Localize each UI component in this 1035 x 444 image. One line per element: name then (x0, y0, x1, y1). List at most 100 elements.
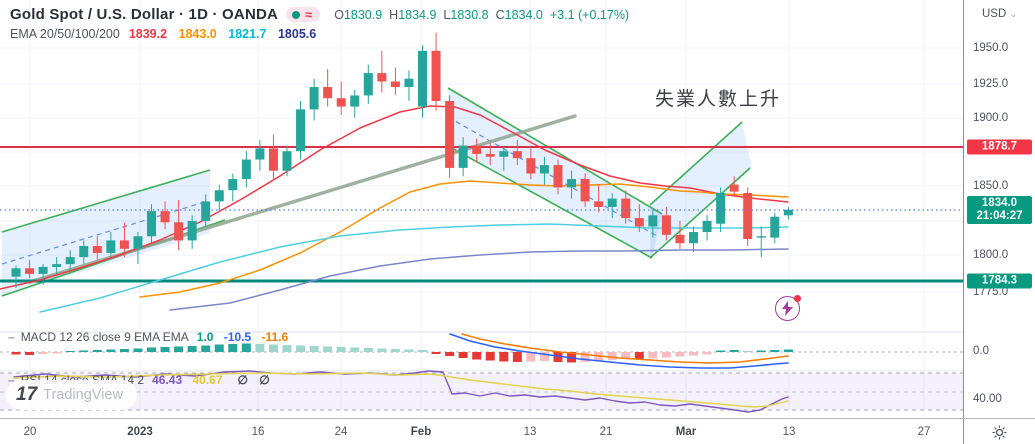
candle-body (106, 240, 116, 253)
macd-histogram-bar (418, 350, 427, 352)
signal-line (461, 333, 789, 364)
candle-body (296, 109, 306, 152)
time-tick: Feb (410, 425, 432, 438)
candle-body (675, 234, 685, 244)
currency-selector[interactable]: USD ⌄ (964, 8, 1035, 20)
tradingview-logo-icon: 17 (16, 384, 38, 405)
ema-value: 1843.0 (178, 27, 221, 41)
tradingview-watermark: 17 TradingView (6, 380, 137, 410)
macd-histogram-bar (404, 349, 414, 352)
ohlc-pair: O1830.9 (334, 8, 382, 22)
candle-body (377, 73, 387, 82)
macd-value: -10.5 (223, 330, 255, 344)
macd-histogram-bar (38, 352, 48, 354)
ohlc-value: 1834.9 (398, 7, 437, 22)
text-annotation[interactable]: 失業人數上升 (655, 89, 782, 110)
time-tick: 16 (251, 425, 265, 438)
macd-indicator-row[interactable]: – MACD 12 26 close 9 EMA EMA 1.0 -10.5 -… (8, 330, 295, 344)
rsi-values: 46.43 40.67 (152, 373, 229, 387)
channel-line (447, 87, 663, 215)
macd-histogram-bar (309, 346, 319, 352)
macd-histogram-bar (296, 345, 306, 352)
ohlc-value: 1834.0 (504, 7, 543, 22)
lightning-icon (782, 301, 793, 316)
candle-body (201, 201, 211, 221)
macd-histogram-bar (147, 347, 156, 352)
ema-label: EMA 20/50/100/200 (10, 27, 120, 41)
price-badge: 1834.0 21:04:27 (967, 196, 1032, 224)
ohlc-pair: C1834.0 (496, 8, 543, 22)
price-tick: 1775.0 (973, 286, 1009, 298)
macd-histogram-bar (282, 345, 292, 352)
candle-body (445, 100, 455, 168)
macd-histogram-bar (65, 351, 75, 352)
collapse-icon[interactable]: – (8, 330, 15, 344)
time-tick: 2023 (127, 425, 153, 438)
ema-value: 1805.6 (277, 27, 317, 41)
symbol-title[interactable]: Gold Spot / U.S. Dollar · 1D · OANDA (10, 6, 279, 23)
delayed-data-icon: ≈ (305, 7, 313, 22)
candle-body (336, 98, 346, 107)
candle-body (214, 190, 224, 202)
macd-histogram-bar (241, 343, 251, 352)
candle-body (648, 215, 658, 227)
channel-line (649, 121, 743, 206)
currency-label: USD (981, 8, 1007, 20)
time-tick: Mar (675, 425, 697, 438)
macd-histogram-bar (363, 348, 373, 352)
candle-body (621, 198, 631, 219)
flash-alert-button[interactable] (775, 295, 801, 321)
macd-histogram-bar (390, 349, 400, 352)
macd-values: 1.0 -10.5 -11.6 (197, 330, 295, 344)
macd-histogram-bar (634, 352, 644, 360)
price-badge: 1878.7 (967, 139, 1032, 155)
macd-histogram-bar (702, 352, 712, 355)
macd-histogram-bar (661, 352, 671, 358)
candle-body (729, 184, 739, 192)
candle-body (716, 193, 726, 224)
macd-histogram-bar (187, 346, 197, 352)
macd-histogram-bar (512, 352, 522, 362)
macd-histogram-bar (729, 350, 739, 352)
candle-body (11, 268, 21, 277)
macd-histogram-bar (689, 352, 698, 356)
candle-body (594, 201, 604, 207)
macd-histogram-bar (79, 350, 89, 352)
time-tick: 27 (917, 425, 931, 438)
candle-body (38, 266, 48, 274)
macd-histogram-bar (350, 347, 360, 352)
macd-histogram-bar (472, 352, 482, 360)
candle-body (539, 165, 549, 174)
gear-icon[interactable] (992, 425, 1007, 440)
ema-indicator-row[interactable]: EMA 20/50/100/200 1839.2 1843.0 1821.7 1… (10, 27, 324, 41)
price-axis[interactable]: USD ⌄ 1950.0 1925.0 1900.0 1850.0 1800.0 1775… (963, 0, 1035, 418)
collapse-icon[interactable]: – (8, 373, 15, 387)
candle-body (499, 151, 509, 157)
ohlc-letter: L (443, 7, 451, 22)
axis-settings-corner[interactable] (963, 419, 1035, 444)
macd-histogram-bar (174, 346, 184, 352)
market-status-pill[interactable]: ≈ (286, 7, 321, 22)
candle-body (634, 218, 644, 227)
price-tick: 0.0 (973, 345, 989, 357)
ohlc-pair: H1834.9 (389, 8, 436, 22)
ema-values: 1839.2 1843.0 1821.7 1805.6 (129, 27, 324, 41)
rsi-value: 40.67 (192, 373, 223, 387)
time-axis[interactable]: 20 2023 16 24 Feb 13 21 Mar 13 27 (0, 418, 1035, 444)
candle-body (418, 50, 427, 107)
candle-body (65, 257, 75, 265)
macd-histogram-bar (431, 352, 441, 354)
macd-histogram-bar (499, 352, 509, 362)
chevron-down-icon: ⌄ (1009, 9, 1018, 19)
tradingview-watermark-text: TradingView (43, 387, 123, 403)
macd-histogram-bar (607, 352, 617, 360)
macd-histogram-bar (119, 349, 129, 352)
time-tick: 21 (599, 425, 613, 438)
candle-body (119, 240, 129, 249)
candle-body (187, 220, 197, 241)
macd-histogram-bar (580, 352, 590, 362)
candle-body (147, 211, 156, 237)
chart-canvas[interactable] (0, 0, 963, 418)
candle-body (160, 211, 170, 223)
notification-dot-icon (794, 295, 801, 302)
